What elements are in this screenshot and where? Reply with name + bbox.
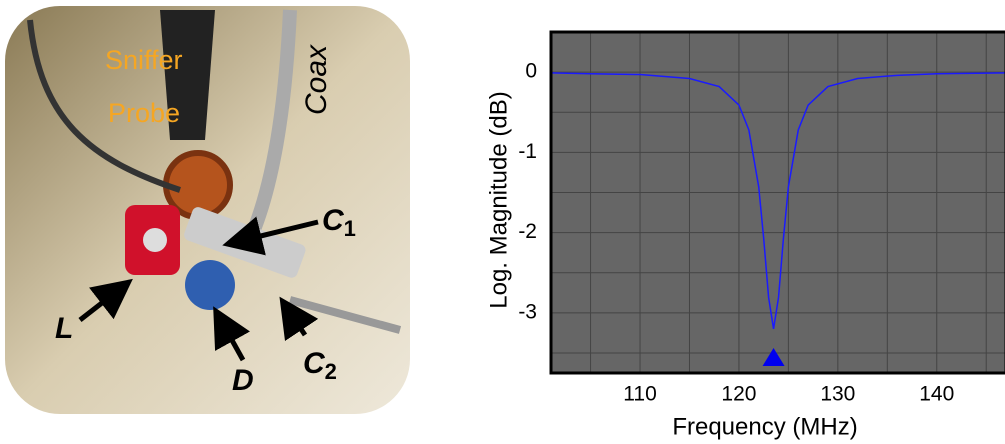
y-tick-label: -3 <box>518 300 537 323</box>
label-main: C <box>303 347 326 380</box>
photo-label: Coax <box>300 44 333 115</box>
photo-label: C2 <box>303 347 337 384</box>
x-tick-label: 130 <box>820 383 855 406</box>
photo: Sniffer Probe Coax C1 L D C2 <box>5 6 410 414</box>
y-axis-label: Log. Magnitude (dB) <box>485 91 512 308</box>
marker <box>762 347 785 366</box>
photo-label: Sniffer <box>105 45 183 75</box>
chart: 110 120 130 140 0 -1 -2 -3 Frequency (MHz) Log. M… <box>485 30 1005 440</box>
y-tick-label: -2 <box>518 220 537 243</box>
x-axis-label: Frequency (MHz) <box>672 413 857 440</box>
plot-frame <box>549 30 1005 375</box>
x-tick-label: 120 <box>721 383 756 406</box>
label-sub: 1 <box>344 216 356 241</box>
plot-background <box>551 32 1005 373</box>
x-tick-label: 110 <box>623 383 656 406</box>
photo-label: D <box>232 364 254 397</box>
photo-label: Probe <box>108 98 180 128</box>
photo-label: C1 <box>322 204 356 241</box>
photo-label: L <box>55 312 73 345</box>
label-sub: 2 <box>325 359 337 384</box>
line <box>550 72 1005 329</box>
x-tick-label: 140 <box>919 383 954 406</box>
y-tick-label: -1 <box>518 140 537 163</box>
label-main: C <box>322 204 345 237</box>
y-tick-label: 0 <box>525 60 537 83</box>
